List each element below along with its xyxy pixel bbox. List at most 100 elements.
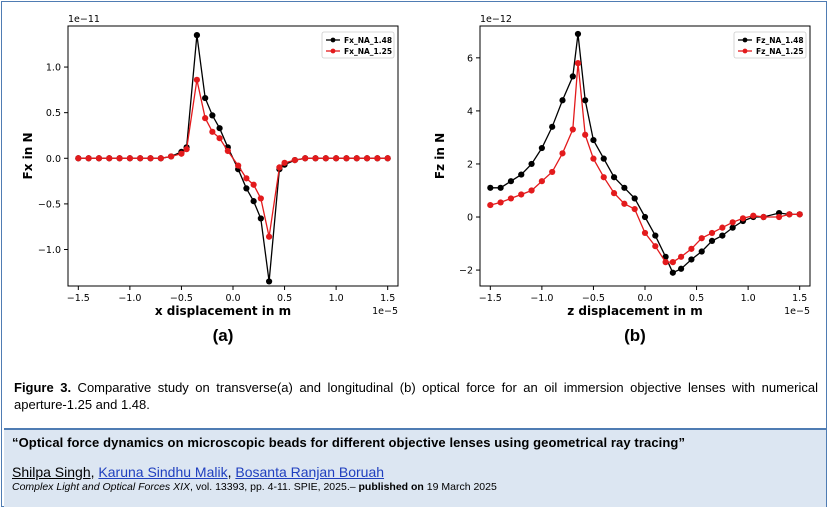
author-link-shilpa-singh[interactable]: Shilpa Singh [12,464,91,480]
y-tick-label: 0.0 [46,154,61,165]
data-point [688,245,695,252]
chart-panel-b: −1.5 −1.0 −0.5 0.0 0.5 1.0 1.5 6 4 2 0 −2 1e−12 1e−5 z… [433,14,811,345]
data-point [302,155,309,162]
x-tick-label: 0.0 [225,293,240,304]
data-point [631,195,638,202]
data-point [224,147,231,155]
data-point [126,155,133,162]
legend-label: Fz_NA_1.48 [756,36,804,45]
author-link-karuna-sindhu-malik[interactable]: Karuna Sindhu Malik [98,464,228,480]
venue-details: , vol. 13393, pp. 4-11. SPIE, 2025.– [190,481,356,493]
figure-caption: Figure 3. Comparative study on transvers… [14,379,818,413]
data-point [574,30,582,38]
data-point [507,195,515,202]
data-point [652,243,659,250]
data-point [209,128,216,135]
data-point [343,155,350,162]
data-point [796,211,803,218]
caption-text: Comparative study on transverse(a) and l… [14,380,818,412]
author-list: Shilpa Singh, Karuna Sindhu Malik, Bosan… [12,464,818,480]
data-point [669,269,676,276]
data-point [662,259,669,266]
data-point [677,253,685,260]
data-point [157,155,164,162]
chart-panel-a: −1.5 −1.0 −0.5 0.0 0.5 1.0 1.5 1.0 0.5 0.0 −0.5 −1.… [21,14,399,345]
y-tick-label: −0.5 [38,199,61,210]
data-point [216,135,223,142]
data-point [333,155,340,162]
data-point [193,76,201,83]
x-tick-label: 0.5 [689,293,704,304]
data-point [698,248,705,255]
data-point [384,155,391,162]
data-point [641,229,649,237]
series-line-0 [490,33,800,274]
data-point [518,191,525,198]
x-axis-label: z displacement in m [567,304,703,318]
data-point [243,175,250,182]
data-point [610,190,618,197]
citation-box: “Optical force dynamics on microscopic b… [4,428,826,507]
data-point [497,199,504,206]
data-point [85,155,92,162]
legend-swatch-marker [742,37,748,43]
data-point [178,150,185,157]
data-point [243,185,250,192]
x-tick-label: 1.5 [792,293,807,304]
y-scale-offset: 1e−12 [480,14,512,25]
author-link-bosanta-ranjan-boruah[interactable]: Bosanta Ranjan Boruah [235,464,385,480]
x-tick-label: 0.0 [637,293,652,304]
data-point [549,168,556,176]
data-point [708,237,716,244]
y-tick-label: 4 [467,106,473,117]
caption-label: Figure 3. [14,380,72,395]
data-point [662,253,669,260]
data-point [549,123,556,130]
data-point [538,178,545,185]
data-point [559,150,566,157]
data-point [487,184,494,191]
data-point [729,219,736,226]
data-point [559,97,566,104]
data-point [538,144,545,152]
data-point [719,232,726,239]
x-tick-label: −1.5 [67,293,90,304]
data-point [75,155,82,162]
x-tick-label: 1.0 [329,293,344,304]
data-point [750,212,757,219]
x-tick-label: 1.0 [741,293,756,304]
legend-swatch-marker [330,37,336,43]
x-tick-label: −0.5 [582,293,605,304]
data-point [610,174,618,181]
data-point [265,278,273,285]
legend-label: Fx_NA_1.48 [344,36,392,45]
x-scale-offset: 1e−5 [784,306,810,317]
data-point [106,155,113,162]
data-point [760,213,767,221]
y-tick-label: −1.0 [38,245,61,256]
data-point [291,157,298,164]
data-point [250,181,257,188]
data-point [600,155,607,162]
data-point [708,229,716,237]
data-point [582,131,589,138]
data-point [137,155,144,162]
data-point [276,164,283,171]
data-point [353,155,360,162]
data-point [193,32,201,39]
data-point [641,213,649,221]
venue-line: Complex Light and Optical Forces XIX, vo… [12,481,818,493]
legend-swatch-marker [742,48,748,54]
y-tick-label: −2 [459,266,473,277]
published-date: 19 March 2025 [423,481,497,493]
data-point [719,224,726,231]
y-axis-label: Fx in N [21,133,35,180]
data-point [528,187,535,194]
x-tick-label: −1.0 [530,293,553,304]
x-tick-label: 1.5 [380,293,395,304]
data-point [116,155,123,162]
venue-name: Complex Light and Optical Forces XIX [12,481,190,493]
data-point [688,256,695,263]
data-point [265,233,273,240]
data-point [729,224,736,231]
